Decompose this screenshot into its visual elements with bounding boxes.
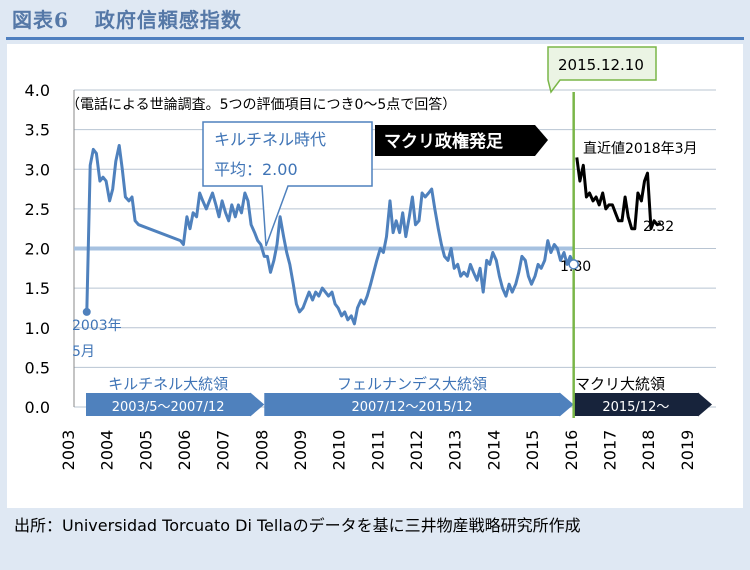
x-tick-label: 2010 [330, 430, 349, 471]
last-point-marker [568, 259, 579, 270]
kirchner-average-line2: 平均：2.00 [214, 160, 298, 179]
y-tick-label: 1.0 [25, 319, 50, 338]
macri-start-box [375, 125, 548, 156]
macri-start-callout: マクリ政権発足 [375, 125, 548, 156]
era-title-label: フェルナンデス大統領 [337, 375, 487, 393]
x-tick-label: 2019 [678, 430, 697, 471]
first-point-label-line1: 2003年 [72, 318, 122, 334]
y-tick-label: 2.0 [25, 240, 50, 259]
kirchner-average-callout: キルチネル時代 平均：2.00 [202, 121, 373, 247]
date-flag: 2015.12.10 [547, 46, 657, 94]
era-title-label: マクリ大統領 [575, 375, 665, 393]
plot-background [7, 44, 743, 508]
y-axis: 0.0 0.5 1.0 1.5 2.0 2.5 3.0 3.5 4.0 [25, 81, 75, 417]
y-tick-label: 3.0 [25, 160, 50, 179]
figure-title: 図表6 政府信頼感指数 [12, 4, 242, 33]
x-tick-label: 2003 [59, 430, 78, 471]
date-flag-box [547, 46, 657, 94]
era-arrows: 2003/5～2007/12 キルチネル大統領 2007/12～2015/12 フェル… [86, 375, 712, 417]
title-rule [6, 37, 744, 40]
latest-value: 2.32 [643, 219, 674, 235]
kirchner-average-box [202, 121, 373, 247]
x-tick-label: 2005 [136, 430, 155, 471]
y-tick-label: 0.0 [25, 398, 50, 417]
y-tick-label: 3.5 [25, 121, 50, 140]
x-tick-label: 2016 [562, 430, 581, 471]
series-lines [85, 144, 662, 326]
series-line-macri [575, 157, 662, 231]
x-tick-label: 2006 [175, 430, 194, 471]
y-tick-label: 4.0 [25, 81, 50, 100]
x-tick-label: 2008 [252, 430, 271, 471]
latest-label: 直近値2018年3月 [583, 140, 698, 157]
figure-label: 図表6 [12, 8, 69, 32]
macri-start-label: マクリ政権発足 [384, 131, 503, 152]
era-range-label: 2007/12～2015/12 [351, 400, 472, 415]
era-arrow [264, 392, 574, 417]
era-arrow [86, 392, 265, 417]
x-tick-label: 2013 [446, 430, 465, 471]
kirchner-average-line1: キルチネル時代 [214, 130, 326, 149]
era-arrow [573, 392, 712, 417]
x-tick-label: 2018 [639, 430, 658, 471]
x-axis: 2003 2004 2005 2006 2007 2008 2009 2010 2011 2012… [59, 430, 697, 471]
x-tick-label: 2017 [600, 430, 619, 471]
x-tick-label: 2009 [291, 430, 310, 471]
first-point-label-line2: 5月 [72, 344, 95, 360]
y-tick-label: 2.5 [25, 200, 50, 219]
source-note: 出所：Universidad Torcuato Di Tellaのデータを基に三… [14, 516, 581, 535]
survey-note: （電話による世論調査。5つの評価項目につき0～5点で回答） [66, 96, 456, 113]
y-tick-label: 0.5 [25, 358, 50, 377]
y-tick-label: 1.5 [25, 279, 50, 298]
era-range-label: 2015/12～ [602, 400, 669, 415]
x-tick-label: 2014 [484, 430, 503, 471]
chart-svg: 0.0 0.5 1.0 1.5 2.0 2.5 3.0 3.5 4.0 2003 2004 2005… [7, 44, 743, 508]
x-tick-label: 2007 [214, 430, 233, 471]
point-markers [82, 259, 579, 316]
era-title-label: キルチネル大統領 [108, 375, 228, 393]
era-range-label: 2003/5～2007/12 [112, 400, 225, 415]
figure-title-text: 政府信頼感指数 [94, 8, 242, 32]
x-tick-label: 2015 [523, 430, 542, 471]
x-tick-label: 2004 [98, 430, 117, 471]
series-line-kirchner-fernandez [85, 144, 576, 326]
first-point-marker [82, 307, 91, 316]
x-tick-label: 2012 [407, 430, 426, 471]
date-flag-label: 2015.12.10 [558, 56, 644, 74]
x-tick-label: 2011 [368, 430, 387, 471]
